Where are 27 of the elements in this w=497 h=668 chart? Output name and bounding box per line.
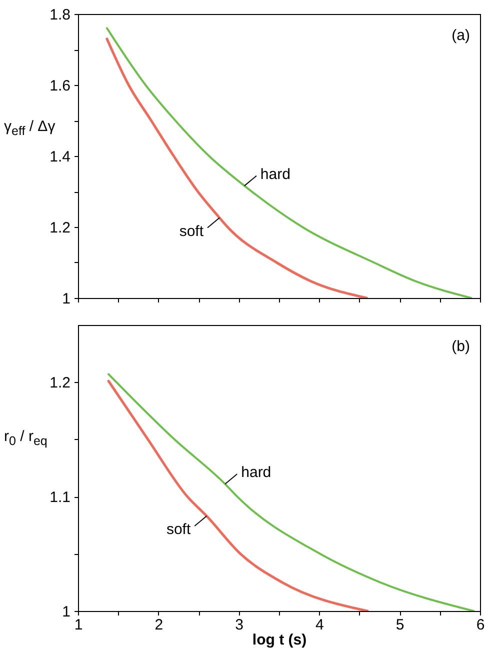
y-tick-label: 1.1 xyxy=(50,489,70,506)
annotation: soft xyxy=(179,222,204,240)
y-tick-label: 1 xyxy=(62,604,70,620)
x-axis-title: log t (s) xyxy=(252,632,307,648)
y-tick-label: 1.2 xyxy=(50,220,70,236)
line-series xyxy=(106,27,472,298)
y-axis-title: r$_{0}$ / r$_{eq}$ xyxy=(4,428,48,448)
x-tick-label: 2 xyxy=(154,616,164,634)
line-series xyxy=(107,380,369,611)
x-tick-label: 1 xyxy=(74,616,83,634)
x-tick-label: 3 xyxy=(235,616,244,634)
annotation: hard xyxy=(241,464,272,482)
annotation: hard xyxy=(260,166,290,183)
y-axis-title: γ$_{eff}$ / Δγ xyxy=(4,118,56,138)
line-series xyxy=(108,373,475,611)
line-series xyxy=(106,38,368,298)
x-tick-label: 4 xyxy=(316,616,324,634)
x-tick-label: 5 xyxy=(396,616,404,634)
y-tick-label: 1.6 xyxy=(50,78,70,94)
y-tick-label: 1.8 xyxy=(50,6,70,24)
x-tick-label: 6 xyxy=(476,616,485,634)
y-tick-label: 1 xyxy=(62,290,70,308)
y-tick-label: 1.4 xyxy=(50,148,70,166)
annotation: (a) xyxy=(452,27,470,44)
annotation: soft xyxy=(166,521,192,538)
y-tick-label: 1.2 xyxy=(50,374,70,392)
annotation: (b) xyxy=(452,338,470,355)
